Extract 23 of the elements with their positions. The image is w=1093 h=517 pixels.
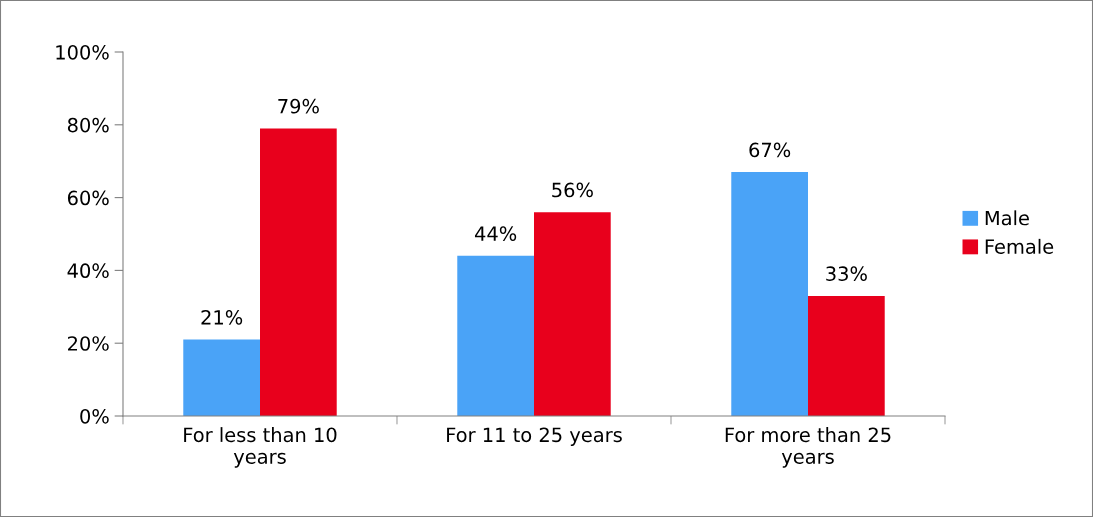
data-label: 67%: [749, 142, 791, 158]
bar: [183, 339, 260, 416]
legend-label: Male: [985, 210, 1029, 226]
data-label: 79%: [278, 98, 319, 114]
y-tick-label: 60%: [67, 190, 109, 206]
legend-label: Female: [985, 238, 1054, 254]
y-tick-label: 40%: [67, 263, 109, 279]
data-label: 21%: [201, 309, 243, 325]
bar: [808, 295, 885, 416]
y-tick-label: 80%: [67, 117, 109, 133]
x-tick-label: For 11 to 25 years: [447, 427, 622, 446]
y-tick-label: 100%: [56, 44, 109, 60]
y-tick-label: 20%: [68, 336, 109, 351]
bar: [534, 212, 611, 416]
data-label: 33%: [826, 266, 867, 281]
bar: [731, 172, 808, 416]
data-label: 44%: [474, 226, 517, 241]
data-label: 56%: [552, 182, 593, 198]
x-tick-label: For less than 10 years: [184, 427, 337, 468]
x-tick-label: For more than 25 years: [725, 427, 891, 468]
bar: [457, 255, 534, 416]
bar: [260, 128, 337, 416]
y-tick-label: 0%: [80, 408, 109, 424]
